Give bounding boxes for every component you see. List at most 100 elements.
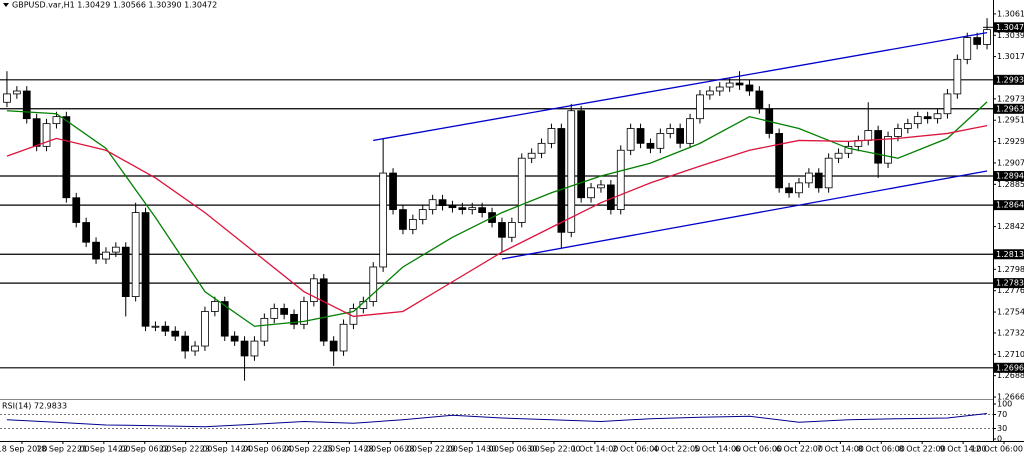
candle-body <box>715 86 724 92</box>
candle-body <box>735 82 744 86</box>
x-tick-label: 6 Oct 22:00 <box>776 445 823 454</box>
level-label-box <box>994 278 1024 289</box>
y-tick-label: 1.30390 <box>997 31 1024 40</box>
candle-body <box>210 301 219 312</box>
candle-body <box>240 340 249 357</box>
x-tick-label: 5 Oct 14:00 <box>694 445 741 454</box>
x-tick-label: 7 Oct 14:00 <box>817 445 864 454</box>
candle-body <box>131 212 140 298</box>
candle-body <box>270 308 279 319</box>
x-tick-label: 25 Sep 14:00 <box>323 445 376 454</box>
level-label: 1.27838 <box>996 279 1024 288</box>
x-tick-label: 24 Sep 22:00 <box>282 445 335 454</box>
candle-body <box>705 90 714 96</box>
candle-body <box>804 172 813 184</box>
candle-body <box>319 278 328 342</box>
level-label-box <box>994 74 1024 85</box>
x-tick-label: 24 Sep 06:00 <box>241 445 294 454</box>
candle-body <box>201 311 209 347</box>
x-tick-label: 18 Sep 22:00 <box>36 445 89 454</box>
candle-body <box>517 157 526 223</box>
candle-body <box>557 128 566 233</box>
y-tick-label: 1.27540 <box>997 308 1024 317</box>
candle-body <box>418 209 427 220</box>
menu-arrow <box>3 3 9 7</box>
candle-body <box>844 145 853 154</box>
x-tick-label: 18 Sep 2020 <box>0 445 47 454</box>
candle-body <box>369 266 378 302</box>
x-tick-label: 8 Oct 22:00 <box>899 445 946 454</box>
candle-body <box>636 128 645 144</box>
candle-body <box>389 172 397 210</box>
candle-body <box>250 340 259 357</box>
x-tick-label: 21 Sep 14:00 <box>77 445 130 454</box>
candle-body <box>884 136 892 164</box>
candle-body <box>111 246 120 253</box>
candle-body <box>379 172 388 268</box>
level-label: 1.29633 <box>996 104 1024 113</box>
y-tick-label: 1.26665 <box>997 393 1024 402</box>
y-tick-label: 1.29515 <box>997 116 1024 125</box>
candle-body <box>686 118 694 144</box>
candle-body <box>230 335 239 342</box>
candle-body <box>795 182 803 194</box>
candle-body <box>121 246 130 298</box>
x-tick-label: 4 Oct 22:00 <box>653 445 700 454</box>
candle-body <box>834 152 843 159</box>
x-tick-label: 2 Oct 06:00 <box>612 445 659 454</box>
candle-body <box>894 128 902 137</box>
x-tick-label: 12 Oct 06:00 <box>971 445 1023 454</box>
x-tick-label: 9 Oct 14:00 <box>940 445 987 454</box>
candle-body <box>102 251 110 260</box>
candle-body <box>171 330 180 337</box>
indicator-line <box>6 124 988 318</box>
x-tick-label: 30 Sep 22:00 <box>527 445 580 454</box>
candle-body <box>22 90 31 120</box>
x-tick-label: 22 Sep 22:00 <box>159 445 212 454</box>
candle-body <box>3 93 11 103</box>
y-tick-label: 1.26885 <box>997 371 1024 380</box>
rsi-tick-label: 100 <box>997 400 1012 409</box>
rsi-tick-label: 70 <box>997 410 1007 419</box>
y-tick-label: 1.30170 <box>997 52 1024 61</box>
x-tick-label: 28 Sep 22:00 <box>404 445 457 454</box>
candle-body <box>973 37 982 45</box>
candle-body <box>92 241 100 260</box>
candle-body <box>626 128 635 151</box>
candle-body <box>913 116 922 125</box>
candle-body <box>547 128 556 144</box>
candle-body <box>32 118 41 147</box>
level-label-box <box>994 249 1024 260</box>
level-label: 1.26966 <box>996 363 1024 372</box>
current-price-box <box>994 22 1024 33</box>
y-tick-label: 1.27105 <box>997 350 1024 359</box>
y-tick-label: 1.29075 <box>997 158 1024 167</box>
candle-body <box>587 187 595 199</box>
candle-body <box>498 222 506 238</box>
candle-body <box>537 142 546 154</box>
candle-body <box>646 142 655 149</box>
candle-body <box>82 222 91 243</box>
y-tick-label: 1.29295 <box>997 137 1024 146</box>
candle-body <box>577 110 586 199</box>
x-tick-label: 8 Oct 06:00 <box>858 445 905 454</box>
candle-body <box>963 37 972 60</box>
candle-body <box>280 308 289 315</box>
candle-body <box>399 209 407 230</box>
candle-body <box>438 199 447 207</box>
level-label: 1.28135 <box>996 250 1024 259</box>
candle-body <box>943 93 952 115</box>
x-tick-label: 6 Oct 06:00 <box>735 445 782 454</box>
rsi-line <box>6 412 988 428</box>
candle-body <box>290 313 298 325</box>
candle-body <box>428 199 437 210</box>
candle-body <box>468 207 477 210</box>
indicator-line <box>501 170 988 260</box>
candle-body <box>864 130 873 141</box>
rsi-title: RSI(14) 72.9833 <box>2 402 67 411</box>
candle-body <box>775 133 784 189</box>
candle-body <box>260 317 269 342</box>
candle-body <box>458 207 467 210</box>
y-tick-label: 1.28855 <box>997 180 1024 189</box>
